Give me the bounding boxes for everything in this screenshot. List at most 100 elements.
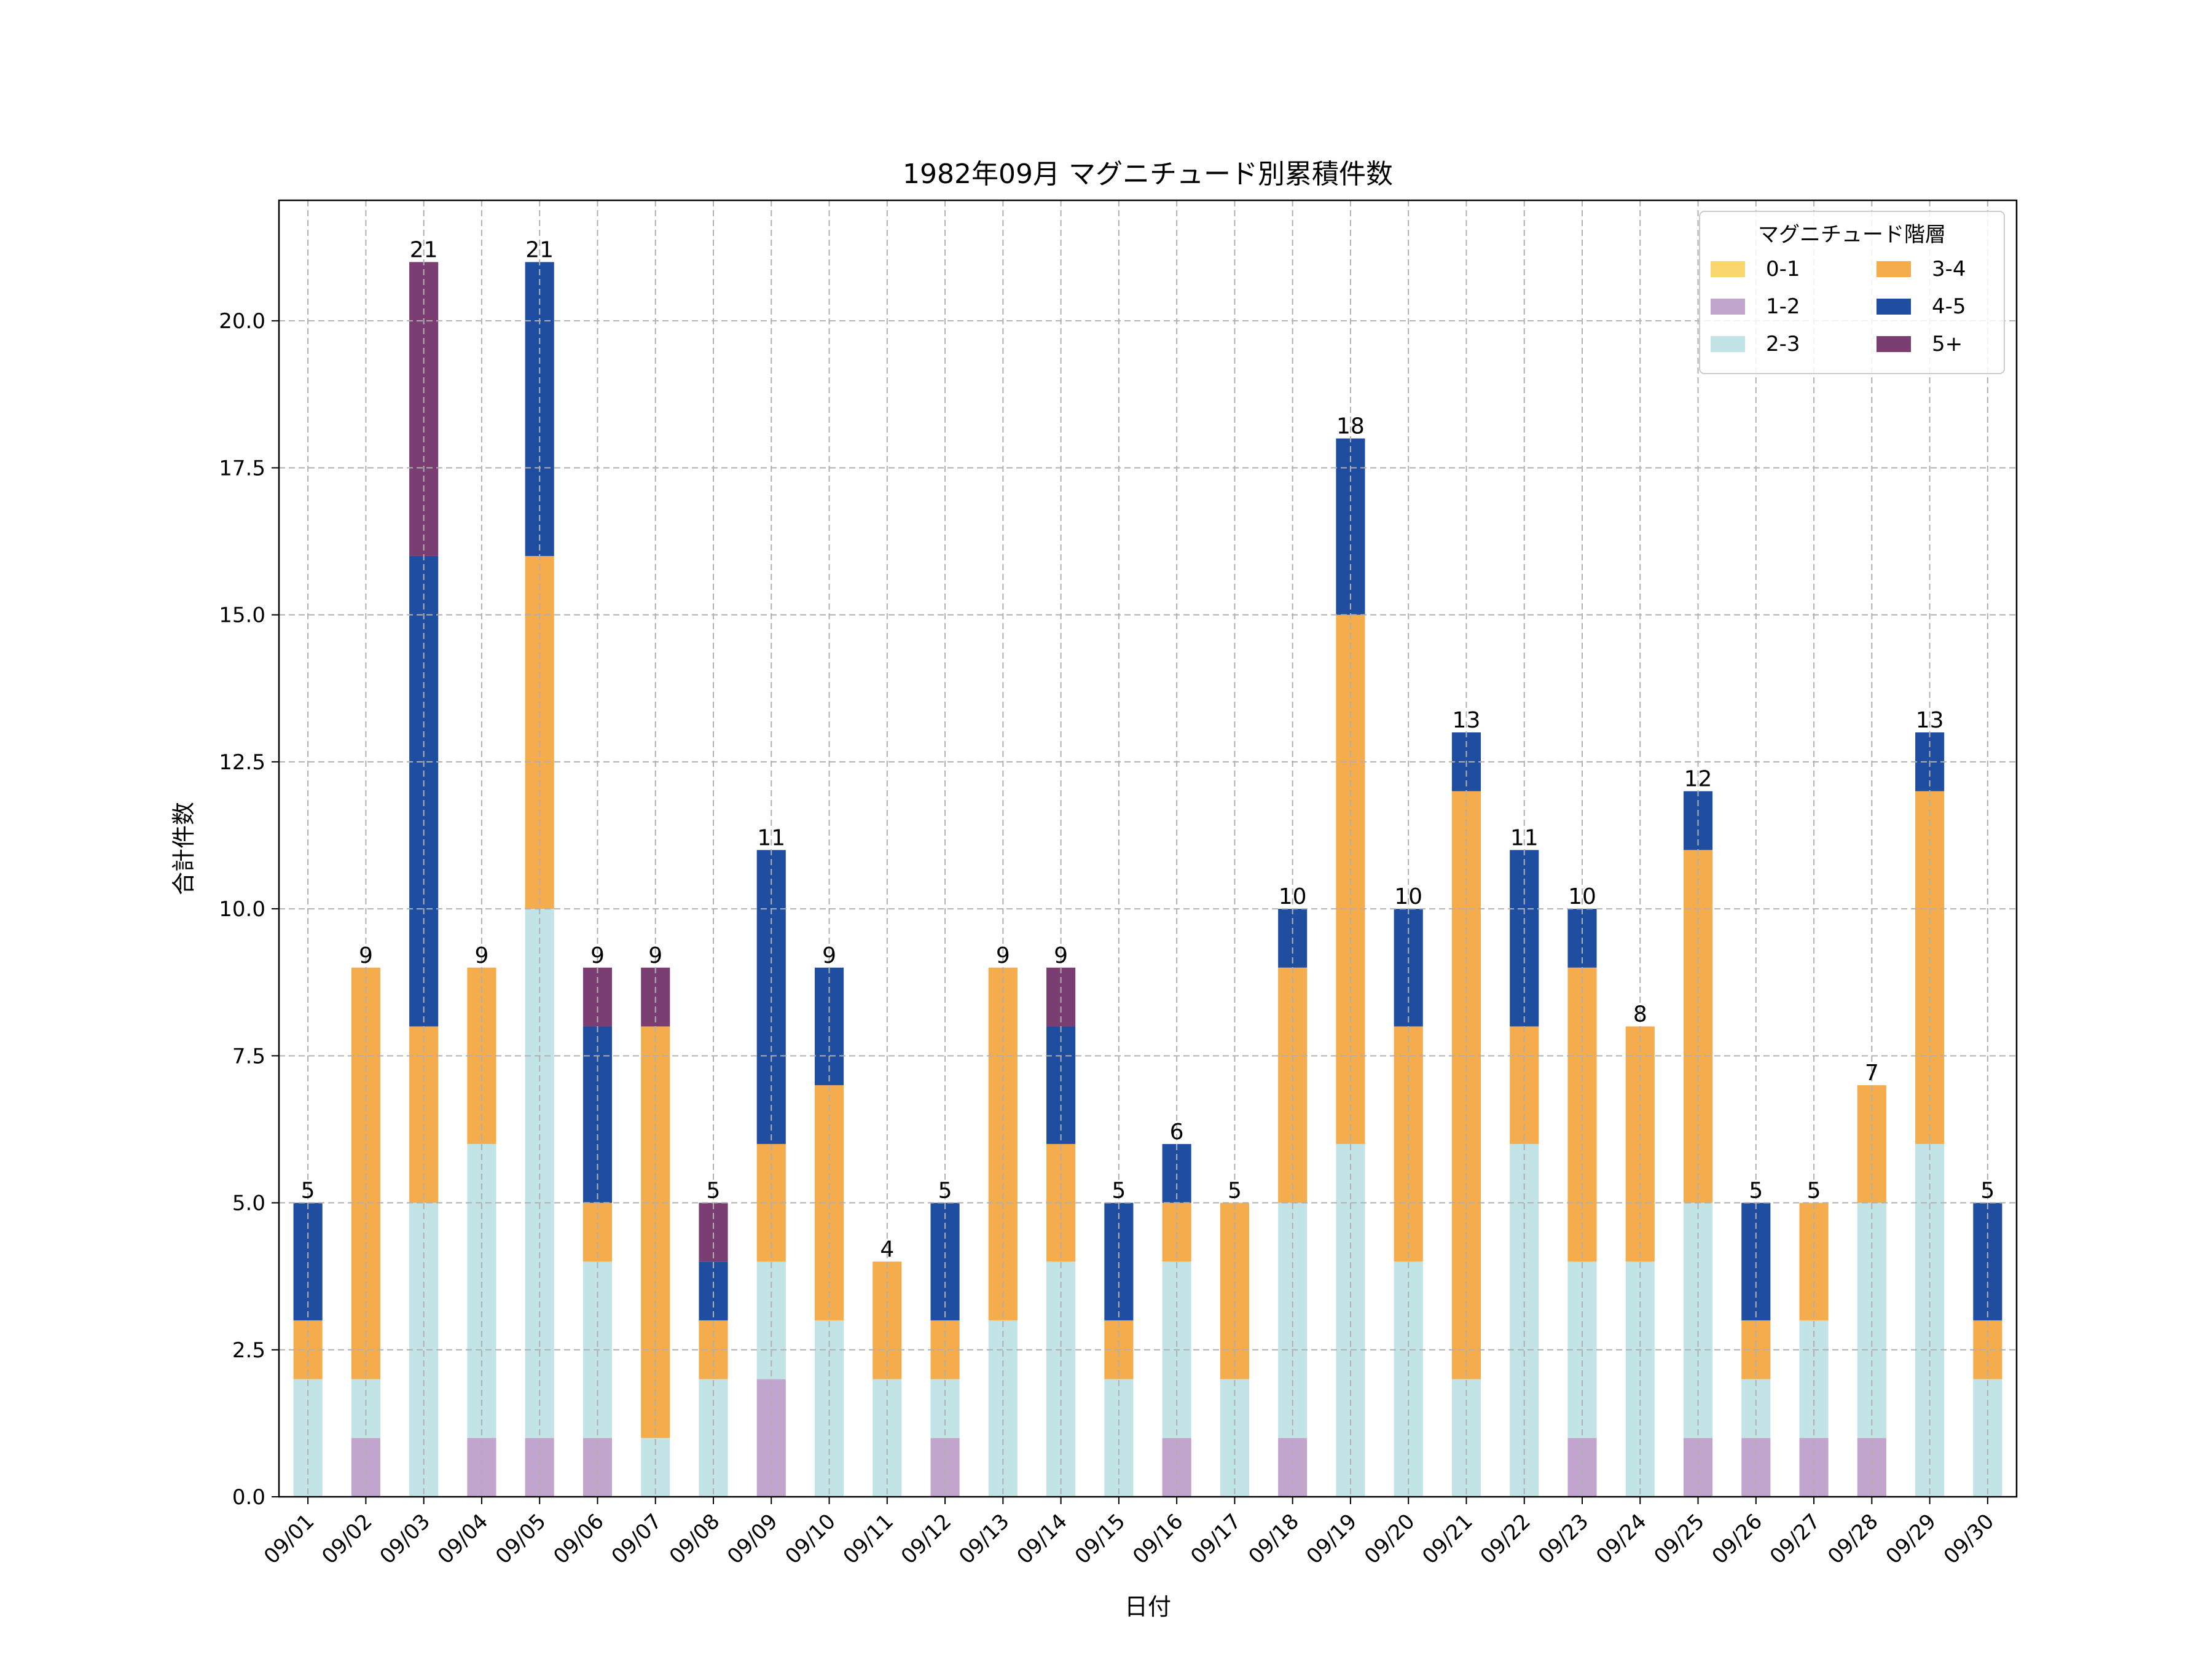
bar-segment-1-2 [1567,1438,1597,1497]
bar-segment-2-3 [1510,1143,1539,1497]
legend-swatch-3-4 [1877,261,1911,277]
x-tick-label: 09/20 [1360,1509,1420,1569]
legend-swatch-4-5 [1877,299,1911,315]
bar-total-label: 21 [525,237,554,262]
bar-segment-2-3 [1799,1320,1829,1438]
bar-segment-2-3 [1857,1202,1886,1438]
y-tick-label: 17.5 [219,456,265,480]
bar-total-label: 9 [648,943,662,968]
x-tick-label: 09/17 [1186,1509,1246,1569]
x-tick-label: 09/11 [839,1509,899,1569]
y-tick-label: 7.5 [232,1044,265,1069]
x-tick-label: 09/02 [317,1509,377,1569]
bar-total-label: 11 [757,825,785,850]
bar-total-label: 9 [474,943,488,968]
y-tick-label: 2.5 [232,1338,265,1363]
bar-total-label: 13 [1453,708,1481,733]
bar-segment-2-3 [1104,1379,1134,1497]
bar-segment-4-5 [930,1202,960,1320]
bar-segment-2-3 [641,1438,670,1497]
x-tick-label: 09/28 [1823,1509,1883,1569]
bar-segment-2-3 [1625,1261,1655,1497]
legend-swatch-0-1 [1711,261,1745,277]
bar-total-label: 6 [1170,1120,1184,1145]
x-tick-label: 09/15 [1070,1509,1131,1569]
x-tick-label: 09/22 [1476,1509,1536,1569]
bar-segment-2-3 [1220,1379,1249,1497]
y-tick-label: 0.0 [232,1485,265,1510]
y-axis: 0.0 2.5 5.0 7.5 10.0 12.5 15.0 17.5 20.0 [219,309,279,1510]
bar-total-label: 9 [359,943,373,968]
bar-segment-2-3 [1451,1379,1481,1497]
bar-segment-1-2 [1683,1438,1713,1497]
x-tick-label: 09/04 [433,1509,493,1569]
bar-segment-3-4 [814,1085,844,1320]
x-axis: 09/0109/0209/0309/0409/0509/0609/0709/08… [259,1497,1999,1569]
y-tick-label: 5.0 [232,1191,265,1216]
x-tick-label: 09/29 [1881,1509,1941,1569]
bar-total-label: 11 [1510,825,1539,850]
x-tick-label: 09/08 [665,1509,725,1569]
legend: マグニチュード階層 0-1 1-2 2-3 3-4 4-5 5+ [1699,211,2005,374]
legend-label-5+: 5+ [1932,332,1963,356]
bar-total-label: 5 [1807,1179,1821,1204]
bar-segment-1-2 [582,1438,613,1497]
x-tick-label: 09/07 [607,1509,667,1569]
bar-segment-4-5 [1973,1202,2002,1320]
bar-segment-1-2 [930,1438,960,1497]
bar-segment-2-3 [930,1379,960,1438]
bar-total-label: 5 [1980,1179,1994,1204]
bar-total-label: 21 [410,237,438,262]
bar-segment-2-3 [1394,1261,1423,1497]
bar-segment-4-5 [1741,1202,1771,1320]
bar-segment-2-3 [699,1379,728,1497]
bar-segment-4-5 [293,1202,323,1320]
x-tick-label: 09/21 [1418,1509,1478,1569]
x-tick-label: 09/26 [1708,1509,1768,1569]
bar-segment-4-5 [1162,1143,1191,1203]
legend-swatch-1-2 [1711,299,1745,315]
bar-total-label: 5 [707,1179,721,1204]
x-tick-label: 09/14 [1012,1509,1072,1569]
bar-total-label: 10 [1394,884,1422,909]
bar-total-label: 7 [1865,1061,1879,1086]
bar-segment-1-2 [1741,1438,1771,1497]
bar-segment-1-2 [467,1438,496,1497]
bar-total-label: 8 [1633,1002,1647,1027]
x-tick-label: 09/01 [259,1509,320,1569]
bar-total-label: 5 [301,1179,315,1204]
bar-total-label: 5 [938,1179,952,1204]
bar-segment-2-3 [1046,1261,1076,1497]
bar-segment-1-2 [756,1379,786,1497]
bar-total-label: 5 [1749,1179,1763,1204]
bar-segment-3-4 [582,1202,613,1262]
bar-segment-3-4 [930,1320,960,1379]
bar-segment-2-3 [351,1379,380,1438]
x-tick-label: 09/18 [1244,1509,1304,1569]
bar-segment-2-3 [467,1143,496,1438]
bar-segment-2-3 [409,1202,439,1497]
x-tick-label: 09/25 [1649,1509,1709,1569]
legend-swatch-2-3 [1711,336,1745,352]
x-tick-label: 09/05 [491,1509,551,1569]
legend-label-4-5: 4-5 [1932,294,1966,319]
y-axis-label: 合計件数 [170,802,197,895]
x-tick-label: 09/27 [1765,1509,1826,1569]
x-tick-label: 09/12 [896,1509,957,1569]
bar-segment-3-4 [1162,1202,1191,1262]
bar-total-label: 4 [880,1237,894,1262]
chart-title: 1982年09月 マグニチュード別累積件数 [903,159,1393,190]
bar-total-label: 5 [1112,1179,1126,1204]
bar-segment-3-4 [873,1261,902,1379]
legend-label-1-2: 1-2 [1766,294,1800,319]
bar-segment-1-2 [1799,1438,1829,1497]
bar-total-label: 9 [996,943,1010,968]
bar-segment-4-5 [699,1261,728,1320]
bar-segment-1-2 [351,1438,380,1497]
bar-total-label: 9 [590,943,605,968]
x-tick-label: 09/19 [1302,1509,1362,1569]
x-tick-label: 09/10 [780,1509,841,1569]
y-tick-label: 12.5 [219,750,265,775]
bar-total-label: 12 [1684,767,1712,792]
